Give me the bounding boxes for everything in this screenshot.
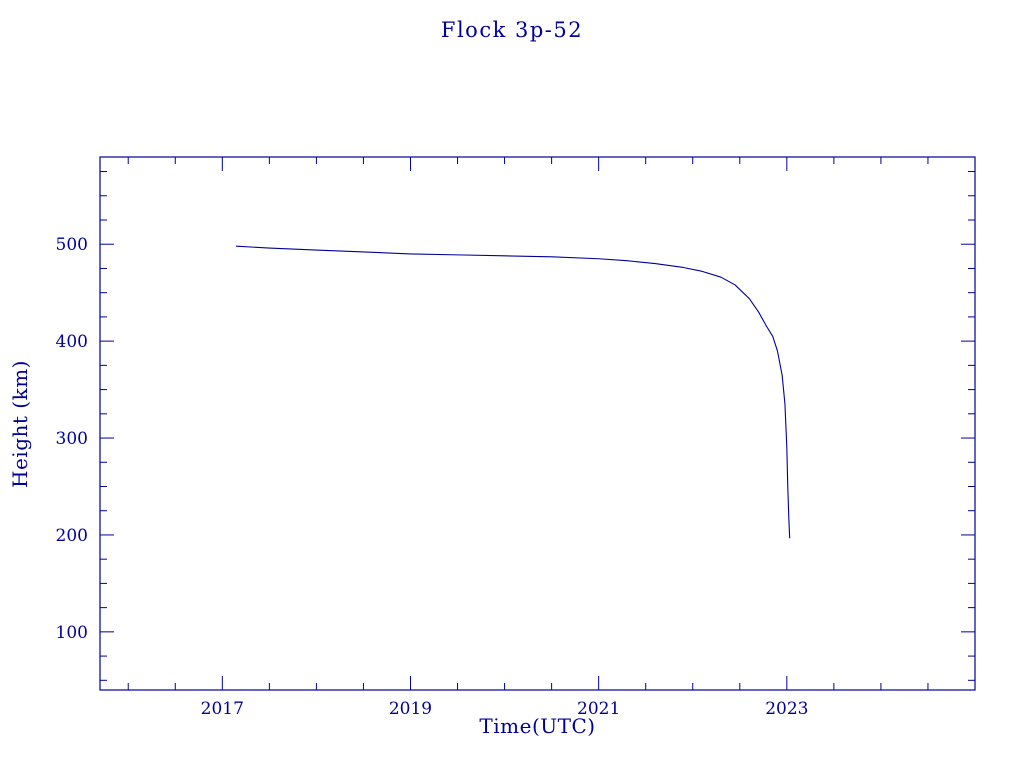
plot-frame bbox=[99, 156, 976, 691]
x-tick-label: 2017 bbox=[201, 699, 244, 719]
chart-title: Flock 3p-52 bbox=[440, 18, 584, 42]
y-axis-label: Height (km) bbox=[8, 359, 33, 488]
y-tick-label: 100 bbox=[56, 623, 88, 643]
x-axis-label: Time(UTC) bbox=[479, 714, 596, 738]
x-tick-label: 2019 bbox=[389, 699, 432, 719]
x-tick-label: 2023 bbox=[765, 699, 808, 719]
y-tick-label: 300 bbox=[56, 429, 88, 449]
y-tick-label: 400 bbox=[56, 332, 88, 352]
data-series-line bbox=[235, 245, 791, 539]
x-tick-label: 2021 bbox=[577, 699, 620, 719]
y-tick-label: 500 bbox=[56, 235, 88, 255]
y-tick-label: 200 bbox=[56, 526, 88, 546]
y-axis-label-wrap: Height (km) bbox=[0, 157, 40, 690]
